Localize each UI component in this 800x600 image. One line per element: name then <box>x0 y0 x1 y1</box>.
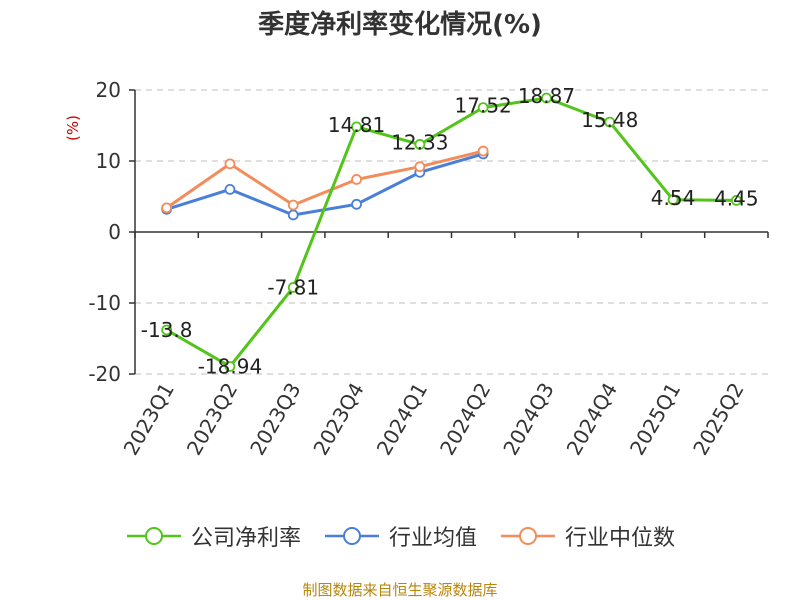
y-tick-label: -20 <box>88 362 121 386</box>
x-tick-label: 2024Q1 <box>372 379 432 460</box>
data-label: 18.87 <box>518 84 575 108</box>
series-line <box>165 149 484 210</box>
x-tick-label: 2023Q1 <box>119 379 179 460</box>
data-point <box>730 195 742 206</box>
data-label: 14.81 <box>328 113 385 137</box>
data-label: 15.48 <box>581 108 638 132</box>
legend-item: 行业中位数 <box>499 520 675 552</box>
source-note: 制图数据来自恒生聚源数据库 <box>302 581 498 599</box>
data-point <box>351 121 362 133</box>
data-label: 4.45 <box>714 186 759 210</box>
legend: 公司净利率 行业均值 行业中位数 <box>0 520 800 552</box>
data-point <box>414 139 426 150</box>
data-point <box>287 209 299 221</box>
data-point <box>351 174 362 185</box>
data-point <box>161 202 173 214</box>
legend-swatch <box>324 527 379 545</box>
legend-swatch <box>126 527 181 545</box>
data-point <box>667 194 679 206</box>
data-point <box>477 102 489 114</box>
data-point <box>541 92 552 104</box>
data-point <box>414 161 426 173</box>
y-tick-label: 10 <box>96 149 121 173</box>
data-point <box>224 158 236 170</box>
y-axis-label: (%) <box>64 115 82 141</box>
x-tick-label: 2023Q4 <box>308 379 368 460</box>
chart-title: 季度净利率变化情况(%) <box>258 10 542 40</box>
legend-label: 行业中位数 <box>565 526 676 551</box>
data-label: -7.81 <box>267 275 319 299</box>
data-point <box>224 183 236 195</box>
data-label: -13.8 <box>141 318 193 342</box>
y-tick-label: -10 <box>88 291 121 315</box>
legend-item: 公司净利率 <box>125 520 301 552</box>
data-point <box>477 145 489 157</box>
data-label: 17.52 <box>455 94 512 118</box>
x-tick-label: 2023Q3 <box>245 379 305 460</box>
x-tick-label: 2024Q3 <box>498 379 558 460</box>
series <box>161 92 742 372</box>
x-tick-label: 2024Q4 <box>562 379 622 460</box>
legend-label: 公司净利率 <box>190 526 301 551</box>
x-tick-label: 2023Q2 <box>182 379 242 460</box>
x-tick-label: 2025Q2 <box>688 379 748 460</box>
data-label: 12.33 <box>391 130 448 154</box>
y-tick-label: 20 <box>96 78 121 102</box>
legend-swatch <box>501 527 555 545</box>
data-point <box>604 116 616 128</box>
x-tick-label: 2025Q1 <box>625 379 685 460</box>
legend-label: 行业均值 <box>388 526 477 551</box>
series-line <box>165 96 737 368</box>
data-point <box>161 324 173 336</box>
data-point <box>287 282 299 293</box>
y-tick-label: 0 <box>108 220 121 244</box>
x-tick-label: 2024Q2 <box>435 379 495 460</box>
legend-item: 行业均值 <box>323 520 477 552</box>
data-point <box>287 199 299 211</box>
data-point <box>224 361 236 372</box>
data-label: 4.54 <box>651 186 696 210</box>
data-label: -18.94 <box>198 354 262 378</box>
data-point <box>351 198 362 210</box>
